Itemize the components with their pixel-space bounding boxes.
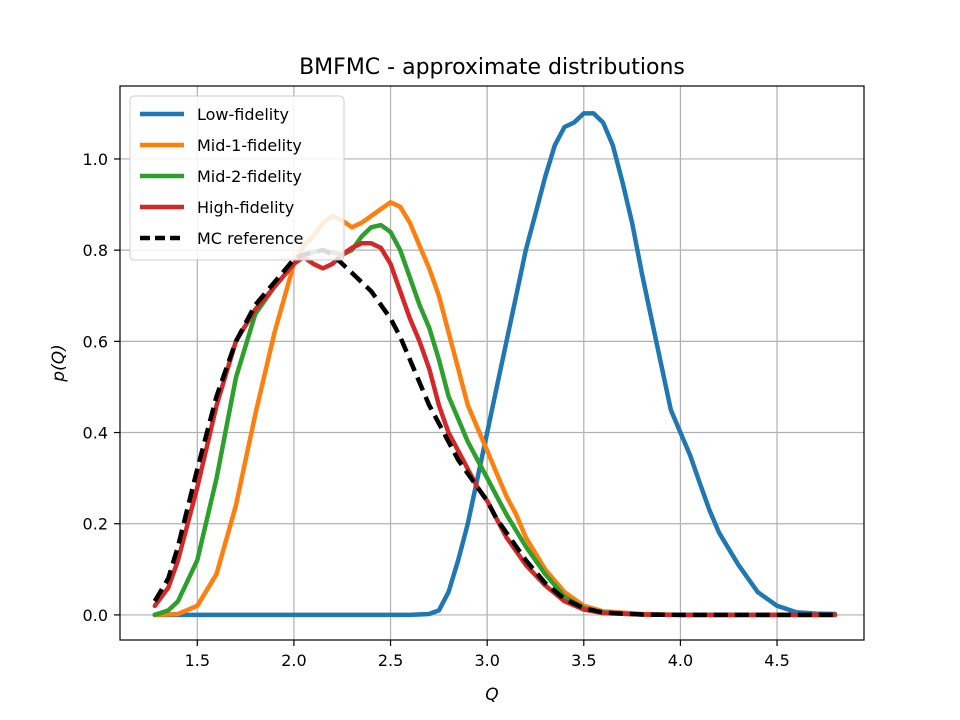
x-tick-label: 4.5 bbox=[764, 651, 789, 670]
x-tick-label: 4.0 bbox=[668, 651, 693, 670]
legend-label: Mid-2-fidelity bbox=[197, 167, 302, 186]
x-tick-label: 1.5 bbox=[185, 651, 210, 670]
series-line-mid-1-fidelity bbox=[152, 200, 838, 618]
plot-frame bbox=[119, 85, 865, 641]
chart-title: BMFMC - approximate distributions bbox=[299, 55, 685, 80]
y-tick-label: 0.4 bbox=[83, 424, 108, 443]
series-line-mc-reference bbox=[152, 247, 835, 618]
legend: Low-fidelity Mid-1-fidelity Mid-2-fidelity… bbox=[129, 95, 345, 261]
x-axis-title: Q bbox=[485, 685, 498, 705]
y-tick-label: 0.6 bbox=[83, 332, 108, 351]
x-tick-label: 3.0 bbox=[474, 651, 499, 670]
y-tick-label: 1.0 bbox=[83, 150, 108, 169]
legend-label: High-fidelity bbox=[197, 198, 294, 217]
legend-label: Low-fidelity bbox=[197, 105, 289, 124]
x-tick-label: 2.5 bbox=[378, 651, 403, 670]
legend-label: MC reference bbox=[197, 229, 303, 248]
y-axis-title: p(Q) bbox=[49, 344, 69, 382]
series-layer bbox=[152, 111, 838, 618]
ticks: 1.5 2.0 2.5 3.0 3.5 4.0 4.5 0.0 0.2 0.4 0.6 0.8 1.0 bbox=[83, 150, 790, 670]
y-tick-label: 0.8 bbox=[83, 241, 108, 260]
legend-label: Mid-1-fidelity bbox=[197, 136, 302, 155]
x-tick-label: 2.0 bbox=[281, 651, 306, 670]
y-tick-label: 0.0 bbox=[83, 606, 108, 625]
x-tick-label: 3.5 bbox=[571, 651, 596, 670]
series-line-low-fidelity bbox=[152, 111, 838, 618]
y-tick-label: 0.2 bbox=[83, 515, 108, 534]
legend-box bbox=[129, 95, 345, 261]
